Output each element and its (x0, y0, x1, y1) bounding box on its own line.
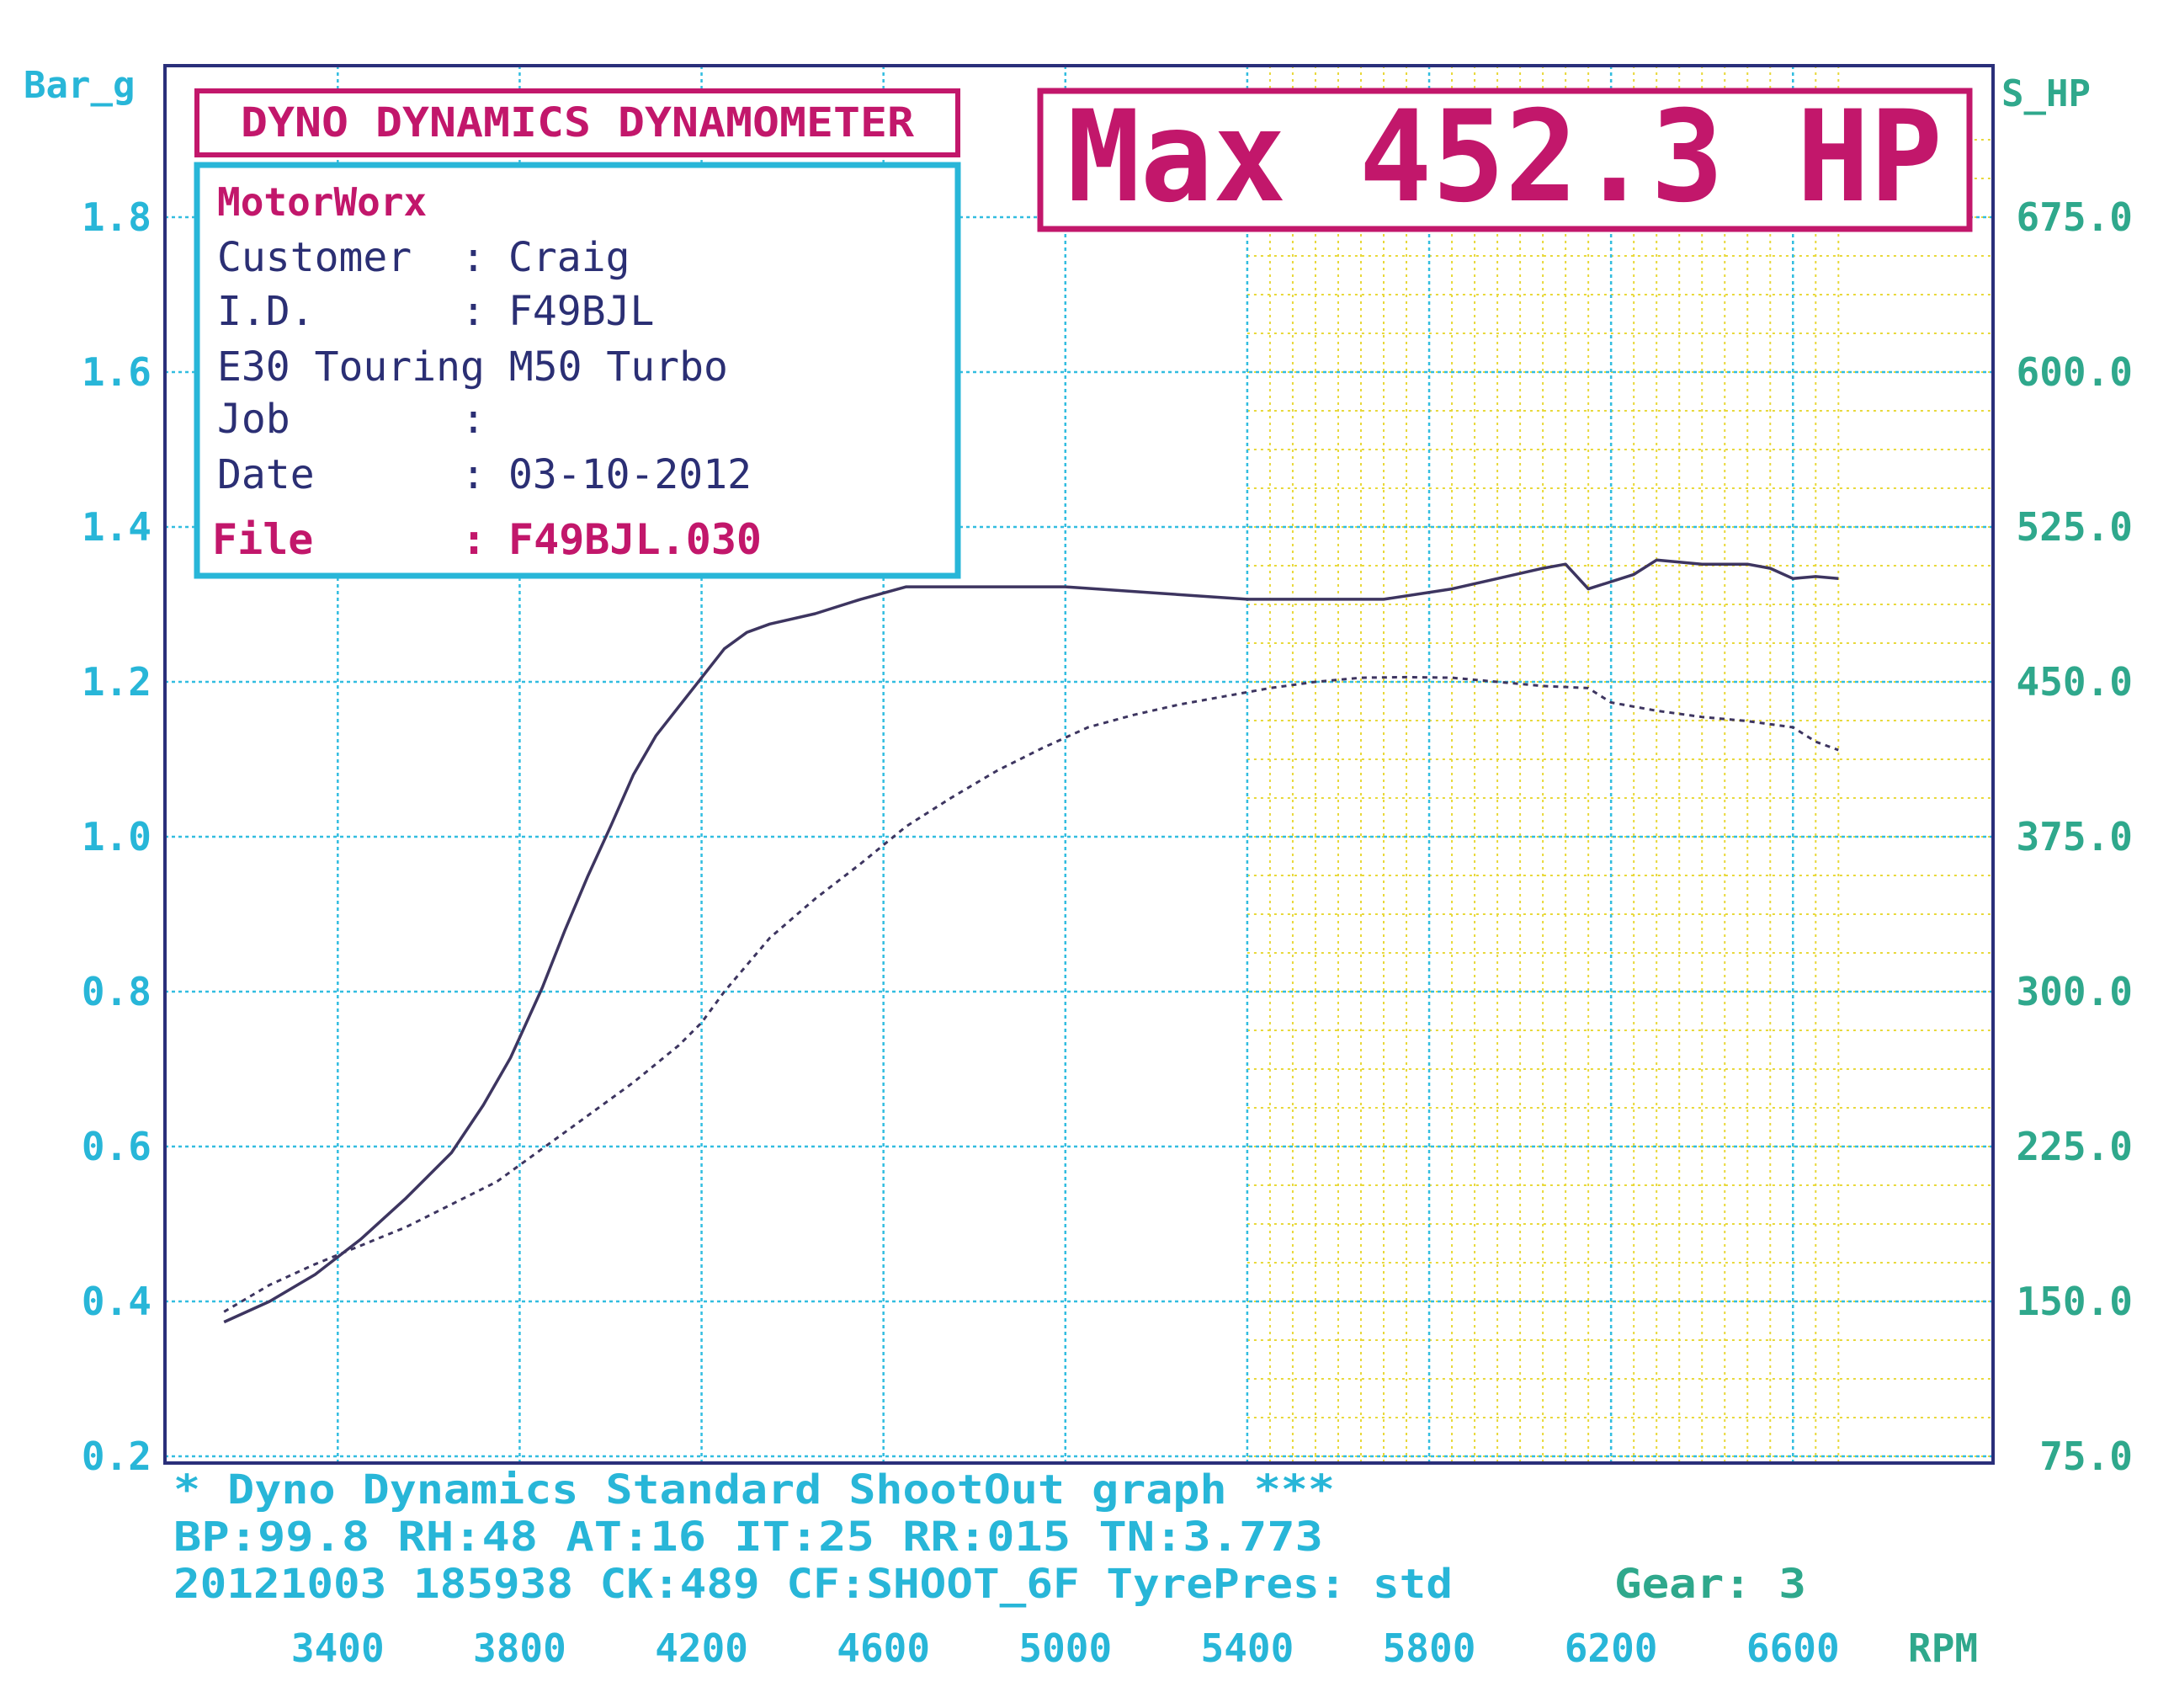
info-box (194, 162, 961, 579)
right-tick-label: 675.0 (2017, 194, 2133, 240)
x-tick-label: 5800 (1383, 1626, 1476, 1671)
left-tick-label: 0.2 (82, 1434, 151, 1479)
left-tick-label: 1.0 (82, 814, 151, 859)
info-row-separator: : (461, 396, 486, 443)
info-row-value: F49BJL (508, 288, 654, 335)
x-tick-label: 6600 (1746, 1626, 1840, 1671)
max-hp-box (1037, 88, 1973, 232)
fine-grid-yellow (1246, 66, 1993, 1465)
x-tick-label: 3400 (291, 1626, 385, 1671)
curves (223, 558, 1839, 1324)
x-tick-label: 4600 (837, 1626, 930, 1671)
x-axis-title: RPM (1908, 1626, 1978, 1671)
right-tick-label: 225.0 (2017, 1124, 2133, 1169)
file-label: File (212, 515, 313, 564)
x-axis-ticks: 3400 3800 4200 4600 5000 5400 5800 6200 6600 (291, 1626, 1840, 1671)
right-tick-label: 600.0 (2017, 349, 2133, 395)
left-tick-label: 1.4 (82, 504, 151, 550)
left-tick-label: 1.2 (82, 659, 151, 705)
info-row-separator: : (461, 234, 486, 281)
x-tick-label: 4200 (655, 1626, 748, 1671)
info-row-value: Craig (508, 234, 630, 281)
right-axis-title: S_HP (2001, 72, 2091, 115)
left-tick-label: 1.8 (82, 194, 151, 240)
left-axis-title: Bar_g (24, 64, 135, 107)
info-row-label: E30 Touring M50 Turbo (217, 343, 728, 391)
info-rows: Customer: Craig I.D.: F49BJL E30 Touring M50… (217, 234, 752, 498)
footer-line-1: * Dyno Dynamics Standard ShootOut graph … (173, 1466, 1335, 1514)
right-tick-label: 450.0 (2017, 659, 2133, 705)
x-tick-label: 5000 (1018, 1626, 1112, 1671)
left-axis-ticks: 0.2 0.4 0.6 0.8 1.0 1.2 1.4 1.6 1.8 (82, 194, 151, 1479)
footer-line-3: 20121003 185938 CK:489 CF:SHOOT_6F TyreP… (173, 1561, 1453, 1608)
right-tick-label: 150.0 (2017, 1279, 2133, 1324)
left-tick-label: 1.6 (82, 349, 151, 395)
series-line-solid (223, 558, 1839, 1324)
left-tick-label: 0.6 (82, 1124, 151, 1169)
info-row-separator: : (461, 451, 486, 498)
info-row-label: Customer (217, 234, 412, 281)
x-tick-label: 6200 (1565, 1626, 1658, 1671)
right-tick-label: 375.0 (2017, 814, 2133, 859)
title-text: DYNO DYNAMICS DYNAMOMETER (241, 99, 914, 146)
info-row-label: Job (217, 396, 290, 443)
info-row-value: 03-10-2012 (508, 451, 752, 498)
right-axis-ticks: 75.0 150.0 225.0 300.0 375.0 450.0 525.0 600.0 6… (2017, 194, 2133, 1479)
x-tick-label: 3800 (473, 1626, 566, 1671)
file-separator: : (461, 515, 486, 564)
right-tick-label: 525.0 (2017, 504, 2133, 550)
left-tick-label: 0.4 (82, 1279, 151, 1324)
gear-label: Gear: 3 (1614, 1561, 1806, 1608)
x-tick-label: 5400 (1201, 1626, 1294, 1671)
plot-frame (163, 64, 1995, 1465)
title-box (194, 88, 960, 157)
left-tick-label: 0.8 (82, 969, 151, 1014)
footer-line-2: BP:99.8 RH:48 AT:16 IT:25 RR:015 TN:3.77… (173, 1514, 1323, 1561)
company-name: MotorWorx (217, 179, 427, 225)
series-line-dotted (223, 675, 1839, 1313)
right-tick-label: 75.0 (2039, 1434, 2133, 1479)
right-tick-label: 300.0 (2017, 969, 2133, 1014)
max-hp-value: Max 452.3 HP (1067, 84, 1943, 231)
file-value: F49BJL.030 (508, 515, 762, 564)
info-row-label: Date (217, 451, 315, 498)
info-row-separator: : (461, 288, 486, 335)
info-row-label: I.D. (217, 288, 315, 335)
